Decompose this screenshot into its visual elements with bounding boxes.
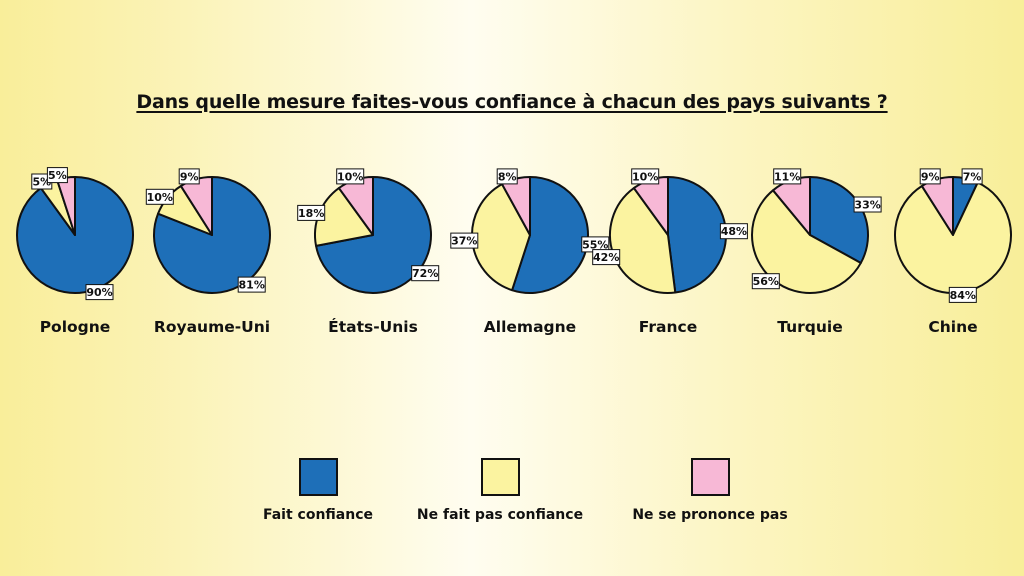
pct-label-text: 18% — [298, 207, 324, 220]
pct-label-box — [961, 168, 983, 185]
pct-label-text: 10% — [147, 191, 173, 204]
pie-2: 81% 10% 9% Royaume-Uni — [145, 168, 271, 336]
pct-label-text: 7% — [963, 170, 982, 183]
pct-label-text: 56% — [753, 275, 779, 288]
pct-label-text: 5% — [32, 176, 51, 189]
pie-5-labels: 48% 42% 10% — [592, 168, 748, 266]
pct-label-box — [411, 265, 440, 282]
pct-label-box — [145, 188, 174, 205]
pct-label-distrust: 84% — [948, 286, 977, 303]
pct-label-distrust: 37% — [450, 232, 479, 249]
pie-7: 7% 84% 9% Chine — [894, 168, 1012, 336]
pie-1-labels: 90% 5%5% — [31, 167, 114, 301]
legend-label-trust: Fait confiance — [262, 507, 374, 523]
pct-label-unsure: 11% — [773, 168, 802, 185]
pct-label-text: 90% — [86, 286, 112, 299]
pct-label-text: 10% — [632, 170, 658, 183]
country-label: États-Unis — [328, 317, 418, 336]
pct-label-text: 5% — [48, 169, 67, 182]
pie-slice-trust — [667, 176, 727, 294]
chart-title-text: Dans quelle mesure faites-vous confiance… — [136, 91, 888, 113]
pie-3-labels: 72% 18% 10% — [297, 168, 440, 282]
pie-4-labels: 55% 37% 8% — [450, 168, 610, 253]
pie-6: 33% 56% 11% Turquie — [751, 168, 882, 336]
pct-label-distrust: 18% — [297, 204, 326, 221]
country-label: France — [639, 318, 697, 336]
legend-swatch-unsure — [691, 458, 730, 496]
pct-label-trust: 33% — [853, 196, 882, 213]
pie-3: 72% 18% 10% États-Unis — [297, 168, 440, 336]
pct-label-box — [631, 168, 660, 185]
pct-label-box — [751, 273, 780, 290]
pct-label-box — [46, 167, 68, 184]
legend-swatch-trust — [299, 458, 338, 496]
pct-label-box — [178, 168, 200, 185]
pct-label-box — [297, 204, 326, 221]
pct-label-text: 9% — [180, 170, 199, 183]
pct-label-box — [773, 168, 802, 185]
chart-title: Dans quelle mesure faites-vous confiance… — [0, 91, 1024, 113]
pct-label-box — [948, 286, 977, 303]
legend-swatch-distrust — [481, 458, 520, 496]
pct-label-unsure: 10% — [631, 168, 660, 185]
pct-label-box — [719, 223, 748, 240]
country-label: Pologne — [40, 318, 111, 336]
pct-label-distrust: 42% — [592, 249, 621, 266]
pct-label-unsure: 9% — [178, 168, 200, 185]
pie-5: 48% 42% 10% France — [592, 168, 748, 336]
pct-label-trust: 7% — [961, 168, 983, 185]
pct-label-distrust: 56% — [751, 273, 780, 290]
pct-label-trust: 81% — [237, 276, 266, 293]
pct-label-box — [919, 168, 941, 185]
pct-label-text: 11% — [774, 170, 800, 183]
pct-label-box — [592, 249, 621, 266]
pct-label-box — [450, 232, 479, 249]
pct-label-text: 48% — [721, 225, 747, 238]
pct-label-text: 72% — [412, 267, 438, 280]
pct-label-trust: 55% — [581, 236, 610, 253]
pct-label-trust: 48% — [719, 223, 748, 240]
pct-label-unsure: 8% — [496, 168, 518, 185]
pie-charts: 90% 5%5% Pologne 81% 10% 9% Royaume-Uni 72% 18% 1… — [16, 167, 1012, 336]
pct-label-box — [85, 284, 114, 301]
pct-label-trust: 72% — [411, 265, 440, 282]
pct-label-box — [496, 168, 518, 185]
pct-label-unsure: 5% — [46, 167, 68, 184]
pct-label-box — [336, 168, 365, 185]
legend-label-distrust: Ne fait pas confiance — [416, 507, 584, 523]
country-label: Chine — [928, 318, 977, 336]
pct-label-box — [237, 276, 266, 293]
country-label: Royaume-Uni — [154, 318, 270, 336]
pie-6-labels: 33% 56% 11% — [751, 168, 882, 290]
pct-label-unsure: 9% — [919, 168, 941, 185]
legend-label-unsure: Ne se prononce pas — [632, 507, 788, 523]
pct-label-text: 84% — [950, 289, 976, 302]
pct-label-box — [853, 196, 882, 213]
pct-label-text: 37% — [451, 235, 477, 248]
pie-1: 90% 5%5% Pologne — [16, 167, 134, 336]
pct-label-text: 55% — [582, 238, 608, 251]
pct-label-trust: 90% — [85, 284, 114, 301]
pct-label-text: 33% — [854, 199, 880, 212]
pct-label-distrust: 5% — [31, 173, 53, 190]
pie-2-labels: 81% 10% 9% — [145, 168, 266, 293]
pct-label-text: 81% — [239, 279, 265, 292]
pct-label-text: 8% — [498, 170, 517, 183]
pct-label-distrust: 10% — [145, 188, 174, 205]
country-label: Turquie — [777, 318, 843, 336]
pie-7-labels: 7% 84% 9% — [919, 168, 983, 303]
country-label: Allemagne — [484, 318, 576, 336]
pct-label-text: 42% — [593, 251, 619, 264]
pct-label-text: 9% — [921, 170, 940, 183]
pct-label-text: 10% — [337, 170, 363, 183]
pie-4: 55% 37% 8% Allemagne — [450, 168, 610, 336]
pct-label-unsure: 10% — [336, 168, 365, 185]
